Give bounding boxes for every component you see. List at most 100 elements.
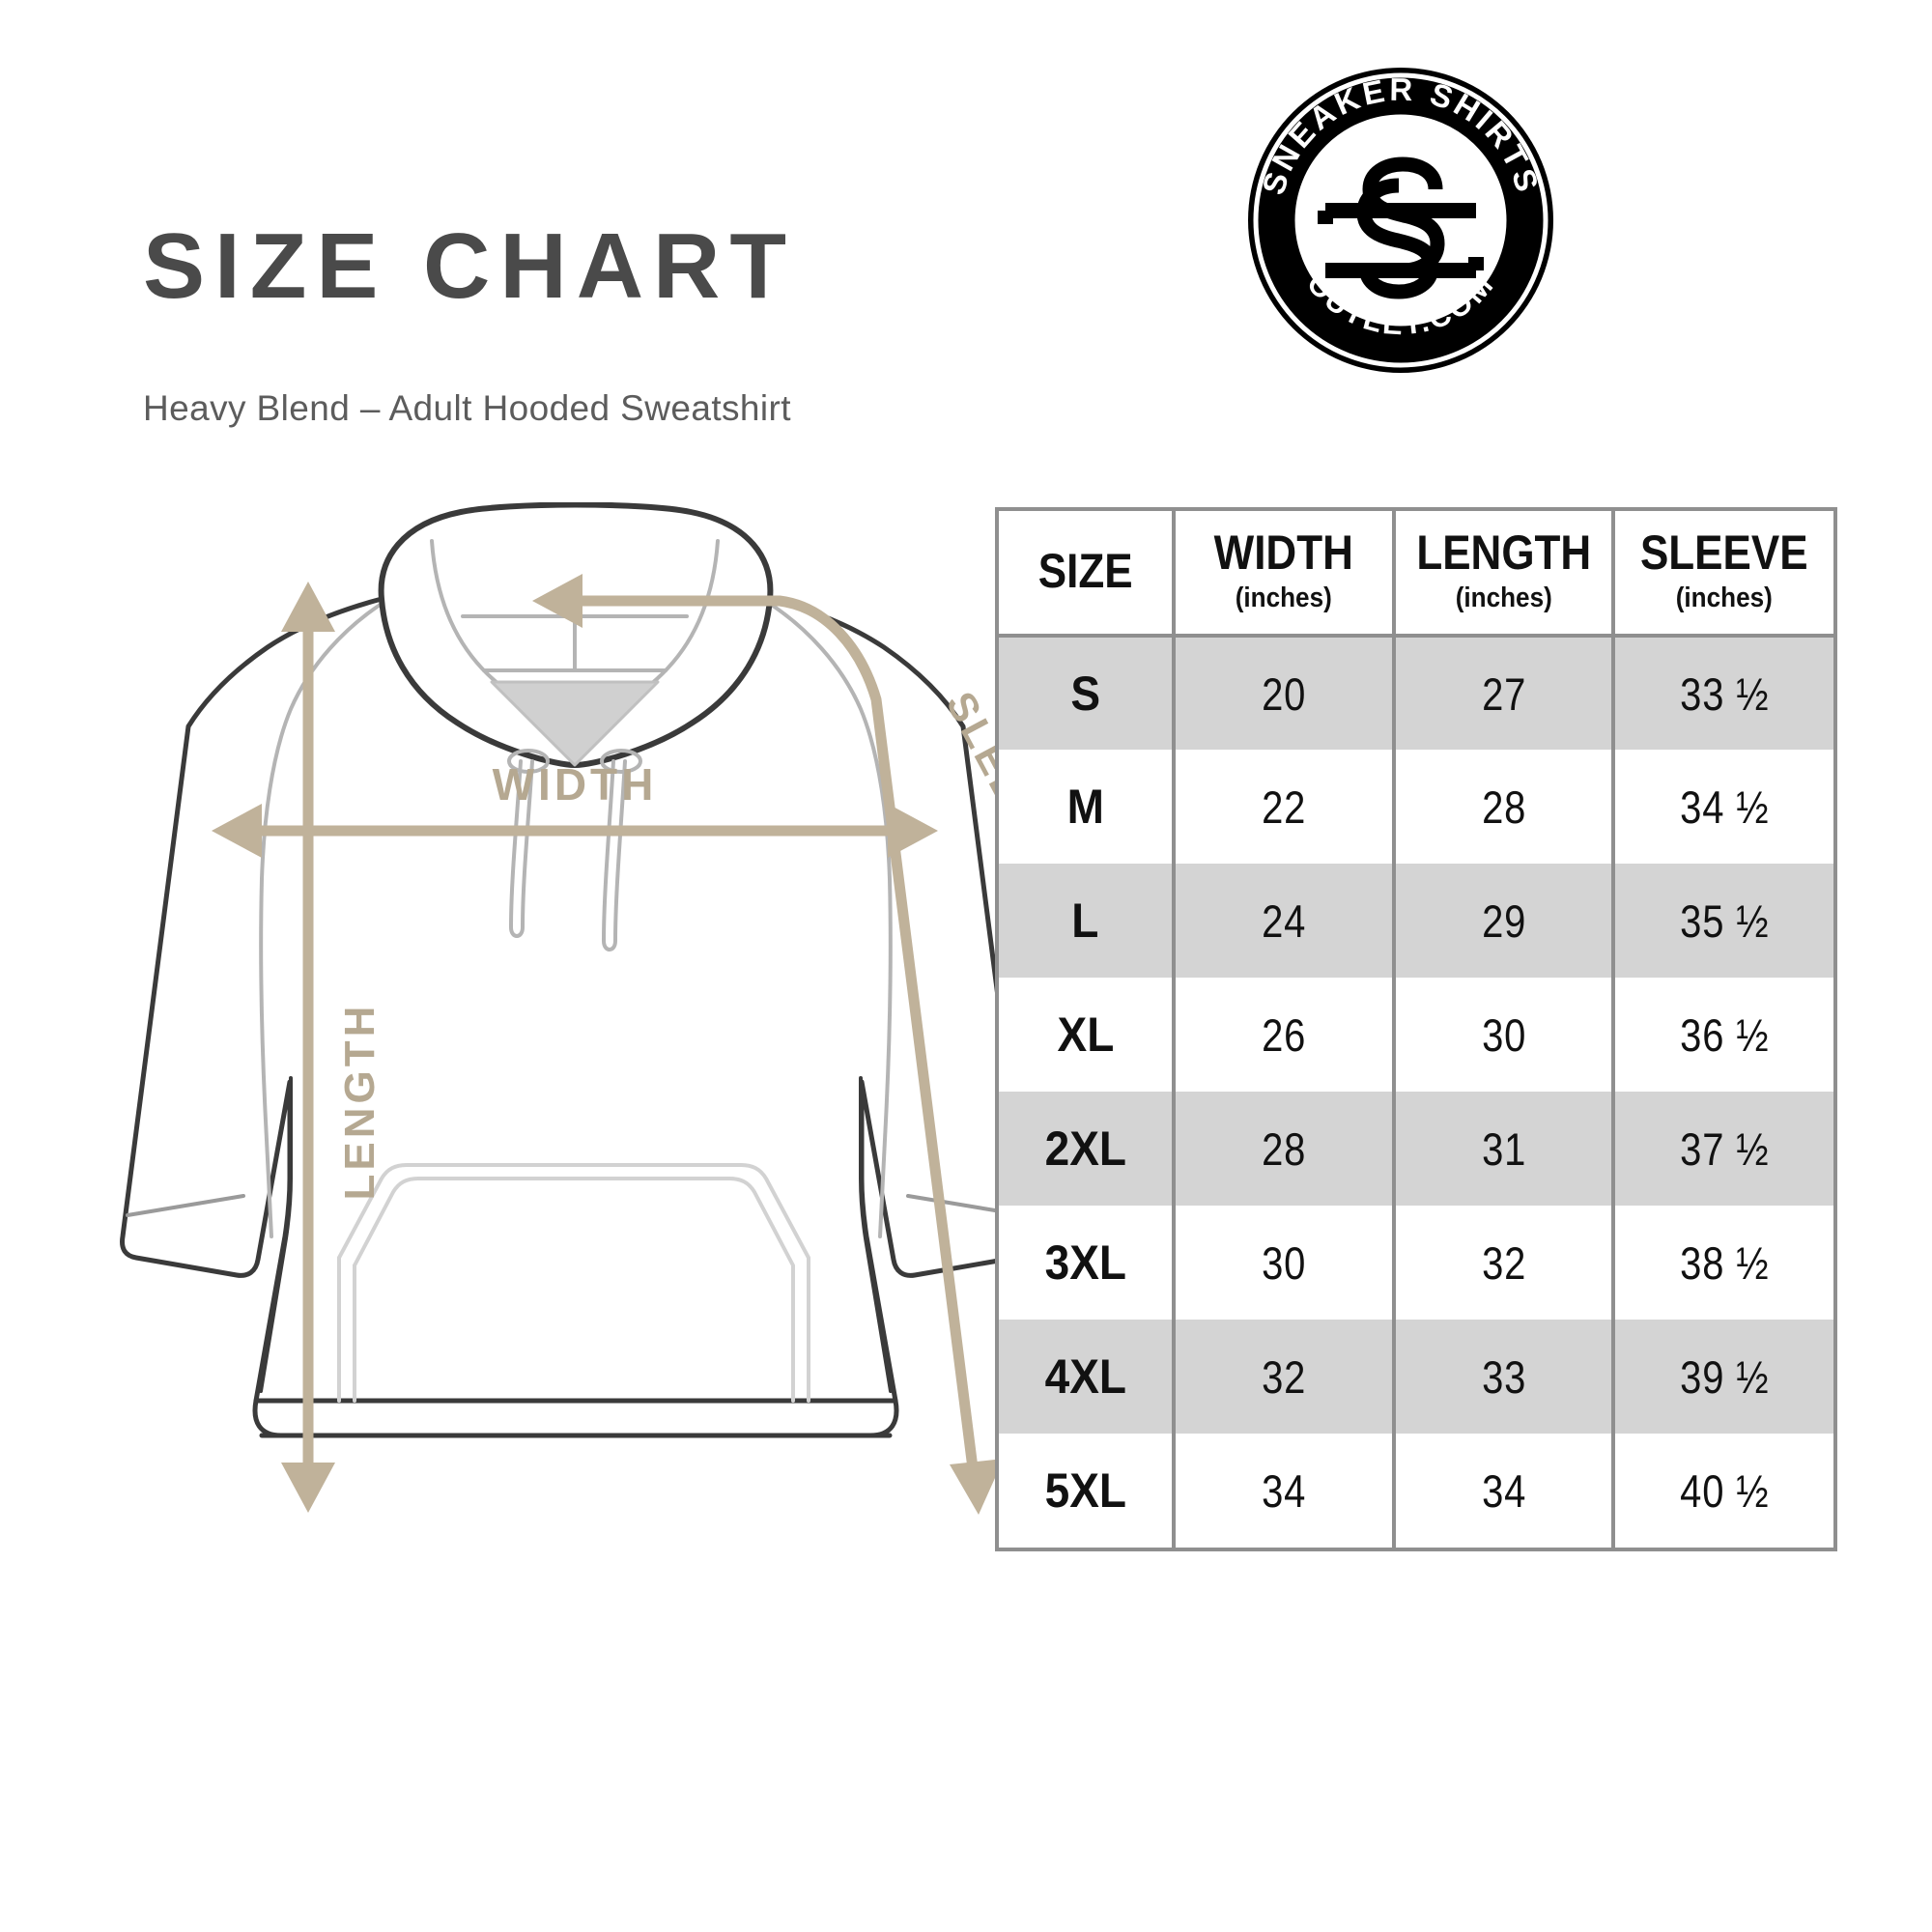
row-size-5XL-text: 5XL xyxy=(1044,1463,1126,1518)
row-sleeve-M-text: 34 ½ xyxy=(1680,781,1770,833)
table-row: 3XL 30 32 38 ½ xyxy=(999,1206,1833,1320)
hoodie-pocket-outer xyxy=(337,1163,810,1403)
size-table-head: SIZE WIDTH (inches) LENGTH (inches) SLEE… xyxy=(999,511,1833,638)
column-header-sleeve: SLEEVE (inches) xyxy=(1613,511,1833,638)
hoodie-seam-right xyxy=(768,602,893,1238)
row-sleeve-5XL: 40 ½ xyxy=(1613,1434,1833,1548)
hoodie-side-seam-left xyxy=(259,1076,293,1393)
row-width-M: 22 xyxy=(1174,750,1396,864)
row-width-2XL-text: 28 xyxy=(1262,1122,1307,1175)
column-header-width: WIDTH (inches) xyxy=(1174,511,1396,638)
row-sleeve-2XL: 37 ½ xyxy=(1613,1092,1833,1206)
hoodie-drawstring-right xyxy=(602,759,627,952)
row-sleeve-2XL-text: 37 ½ xyxy=(1680,1122,1770,1175)
row-length-XL-text: 30 xyxy=(1481,1009,1526,1061)
hoodie-side-seam-right xyxy=(859,1076,893,1393)
row-sleeve-L-text: 35 ½ xyxy=(1680,895,1770,947)
table-row: S 20 27 33 ½ xyxy=(999,636,1833,750)
size-table-body: S 20 27 33 ½ M 22 28 34 ½ L 24 29 35 ½ XL 26 30 36 ½ 2XL… xyxy=(999,636,1833,1548)
table-row: XL 26 30 36 ½ xyxy=(999,978,1833,1092)
width-measure-arrow xyxy=(212,804,938,858)
row-sleeve-3XL: 38 ½ xyxy=(1613,1206,1833,1320)
size-table-header-row: SIZE WIDTH (inches) LENGTH (inches) SLEE… xyxy=(999,511,1833,638)
row-length-2XL: 31 xyxy=(1393,1092,1616,1206)
length-measure-arrow xyxy=(281,582,335,1513)
hoodie-hood-outline xyxy=(378,502,774,768)
row-sleeve-L: 35 ½ xyxy=(1613,864,1833,978)
row-length-M: 28 xyxy=(1393,750,1616,864)
row-width-L-text: 24 xyxy=(1262,895,1307,947)
row-sleeve-4XL-text: 39 ½ xyxy=(1680,1350,1770,1403)
hoodie-drawstring-left xyxy=(509,759,534,938)
row-width-M-text: 22 xyxy=(1262,781,1307,833)
row-width-L: 24 xyxy=(1174,864,1396,978)
row-width-3XL-text: 30 xyxy=(1262,1236,1307,1289)
row-size-L: L xyxy=(999,864,1177,978)
hoodie-seam-left xyxy=(259,602,384,1238)
row-size-4XL-text: 4XL xyxy=(1044,1350,1126,1404)
hoodie-eyelet-right xyxy=(600,749,642,774)
row-length-XL: 30 xyxy=(1393,978,1616,1092)
row-size-L-text: L xyxy=(1071,894,1099,948)
row-width-S-text: 20 xyxy=(1262,668,1307,720)
table-row: L 24 29 35 ½ xyxy=(999,864,1833,978)
row-size-XL-text: XL xyxy=(1057,1008,1115,1062)
row-width-5XL-text: 34 xyxy=(1262,1464,1307,1517)
column-header-length-unit: (inches) xyxy=(1455,582,1552,613)
logo-monogram xyxy=(1318,156,1484,299)
row-size-5XL: 5XL xyxy=(999,1434,1177,1548)
row-sleeve-S: 33 ½ xyxy=(1613,636,1833,750)
hoodie-illustration: WIDTH LENGTH SLEEVE xyxy=(92,502,1058,1594)
row-length-5XL-text: 34 xyxy=(1481,1464,1526,1517)
width-label: WIDTH xyxy=(493,759,658,810)
row-size-2XL: 2XL xyxy=(999,1092,1177,1206)
column-header-width-unit: (inches) xyxy=(1236,582,1333,613)
row-width-XL-text: 26 xyxy=(1262,1009,1307,1061)
column-header-size: SIZE xyxy=(999,511,1177,638)
row-sleeve-S-text: 33 ½ xyxy=(1680,668,1770,720)
row-length-S-text: 27 xyxy=(1481,668,1526,720)
hoodie-neck-insert xyxy=(490,680,660,767)
row-width-4XL-text: 32 xyxy=(1262,1350,1307,1403)
row-width-S: 20 xyxy=(1174,636,1396,750)
row-size-2XL-text: 2XL xyxy=(1044,1122,1126,1176)
row-size-M-text: M xyxy=(1066,780,1104,834)
page-title: SIZE CHART xyxy=(143,214,796,318)
column-header-sleeve-main: SLEEVE xyxy=(1640,526,1809,580)
row-sleeve-XL: 36 ½ xyxy=(1613,978,1833,1092)
column-header-length-main: LENGTH xyxy=(1416,526,1592,580)
table-row: 5XL 34 34 40 ½ xyxy=(999,1434,1833,1548)
row-length-3XL-text: 32 xyxy=(1481,1236,1526,1289)
row-length-L: 29 xyxy=(1393,864,1616,978)
row-length-M-text: 28 xyxy=(1481,781,1526,833)
row-size-4XL: 4XL xyxy=(999,1320,1177,1434)
size-table-container: SIZE WIDTH (inches) LENGTH (inches) SLEE… xyxy=(995,507,1837,1551)
row-sleeve-XL-text: 36 ½ xyxy=(1680,1009,1770,1061)
table-row: 2XL 28 31 37 ½ xyxy=(999,1092,1833,1206)
row-length-L-text: 29 xyxy=(1481,895,1526,947)
page-subtitle: Heavy Blend – Adult Hooded Sweatshirt xyxy=(143,388,791,428)
hoodie-pocket-inner xyxy=(353,1177,795,1403)
row-width-2XL: 28 xyxy=(1174,1092,1396,1206)
sleeve-measure-arrow xyxy=(532,574,1004,1515)
row-length-4XL-text: 33 xyxy=(1481,1350,1526,1403)
row-width-4XL: 32 xyxy=(1174,1320,1396,1434)
size-table: SIZE WIDTH (inches) LENGTH (inches) SLEE… xyxy=(999,511,1833,1548)
row-size-S-text: S xyxy=(1070,667,1101,721)
row-size-3XL-text: 3XL xyxy=(1044,1236,1126,1290)
column-header-width-main: WIDTH xyxy=(1214,526,1354,580)
table-row: 4XL 32 33 39 ½ xyxy=(999,1320,1833,1434)
row-length-5XL: 34 xyxy=(1393,1434,1616,1548)
row-size-XL: XL xyxy=(999,978,1177,1092)
logo-ring-hairline xyxy=(1253,72,1548,368)
row-length-4XL: 33 xyxy=(1393,1320,1616,1434)
column-header-size-main: SIZE xyxy=(1037,543,1133,598)
row-sleeve-5XL-text: 40 ½ xyxy=(1680,1464,1770,1517)
column-header-length: LENGTH (inches) xyxy=(1393,511,1616,638)
row-width-XL: 26 xyxy=(1174,978,1396,1092)
brand-logo: SNEAKER SHIRTS OUTLET.COM xyxy=(1246,66,1555,375)
hoodie-cuff-left xyxy=(126,1194,245,1217)
row-length-S: 27 xyxy=(1393,636,1616,750)
length-label: LENGTH xyxy=(336,1003,384,1201)
